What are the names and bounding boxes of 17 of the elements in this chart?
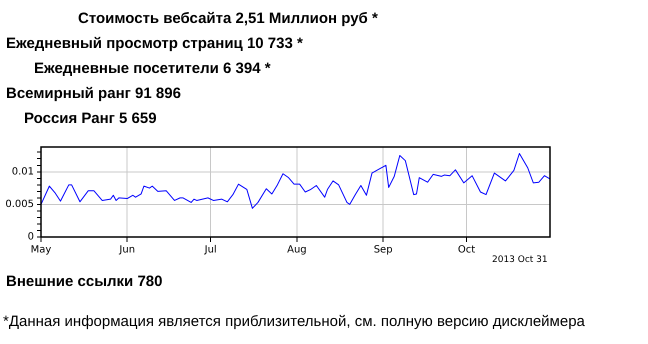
text: Ежедневные посетители 6 394 * bbox=[34, 60, 271, 77]
text: 2013 Oct 31 bbox=[492, 255, 548, 265]
text: Ежедневный просмотр страниц 10 733 * bbox=[6, 35, 303, 52]
x-tick-label: May bbox=[30, 244, 52, 256]
y-tick-label: 0.01 bbox=[12, 166, 34, 178]
text: Стоимость вебсайта 2,51 Миллион руб * bbox=[78, 10, 378, 27]
x-tick-label: Sep bbox=[374, 244, 393, 256]
y-tick-label: 0.005 bbox=[5, 198, 34, 210]
x-tick-label: Jul bbox=[204, 244, 217, 256]
x-tick-label: Aug bbox=[287, 244, 307, 256]
x-tick-label: Oct bbox=[458, 244, 476, 256]
text: Россия Ранг 5 659 bbox=[24, 110, 157, 127]
text: Всемирный ранг 91 896 bbox=[6, 85, 181, 102]
text: *Данная информация является приблизительной, см. полную версию дисклеймера bbox=[3, 313, 585, 330]
text: Внешние ссылки 780 bbox=[6, 273, 162, 290]
y-tick-label: 0 bbox=[28, 232, 34, 243]
x-tick-label: Jun bbox=[118, 244, 136, 256]
